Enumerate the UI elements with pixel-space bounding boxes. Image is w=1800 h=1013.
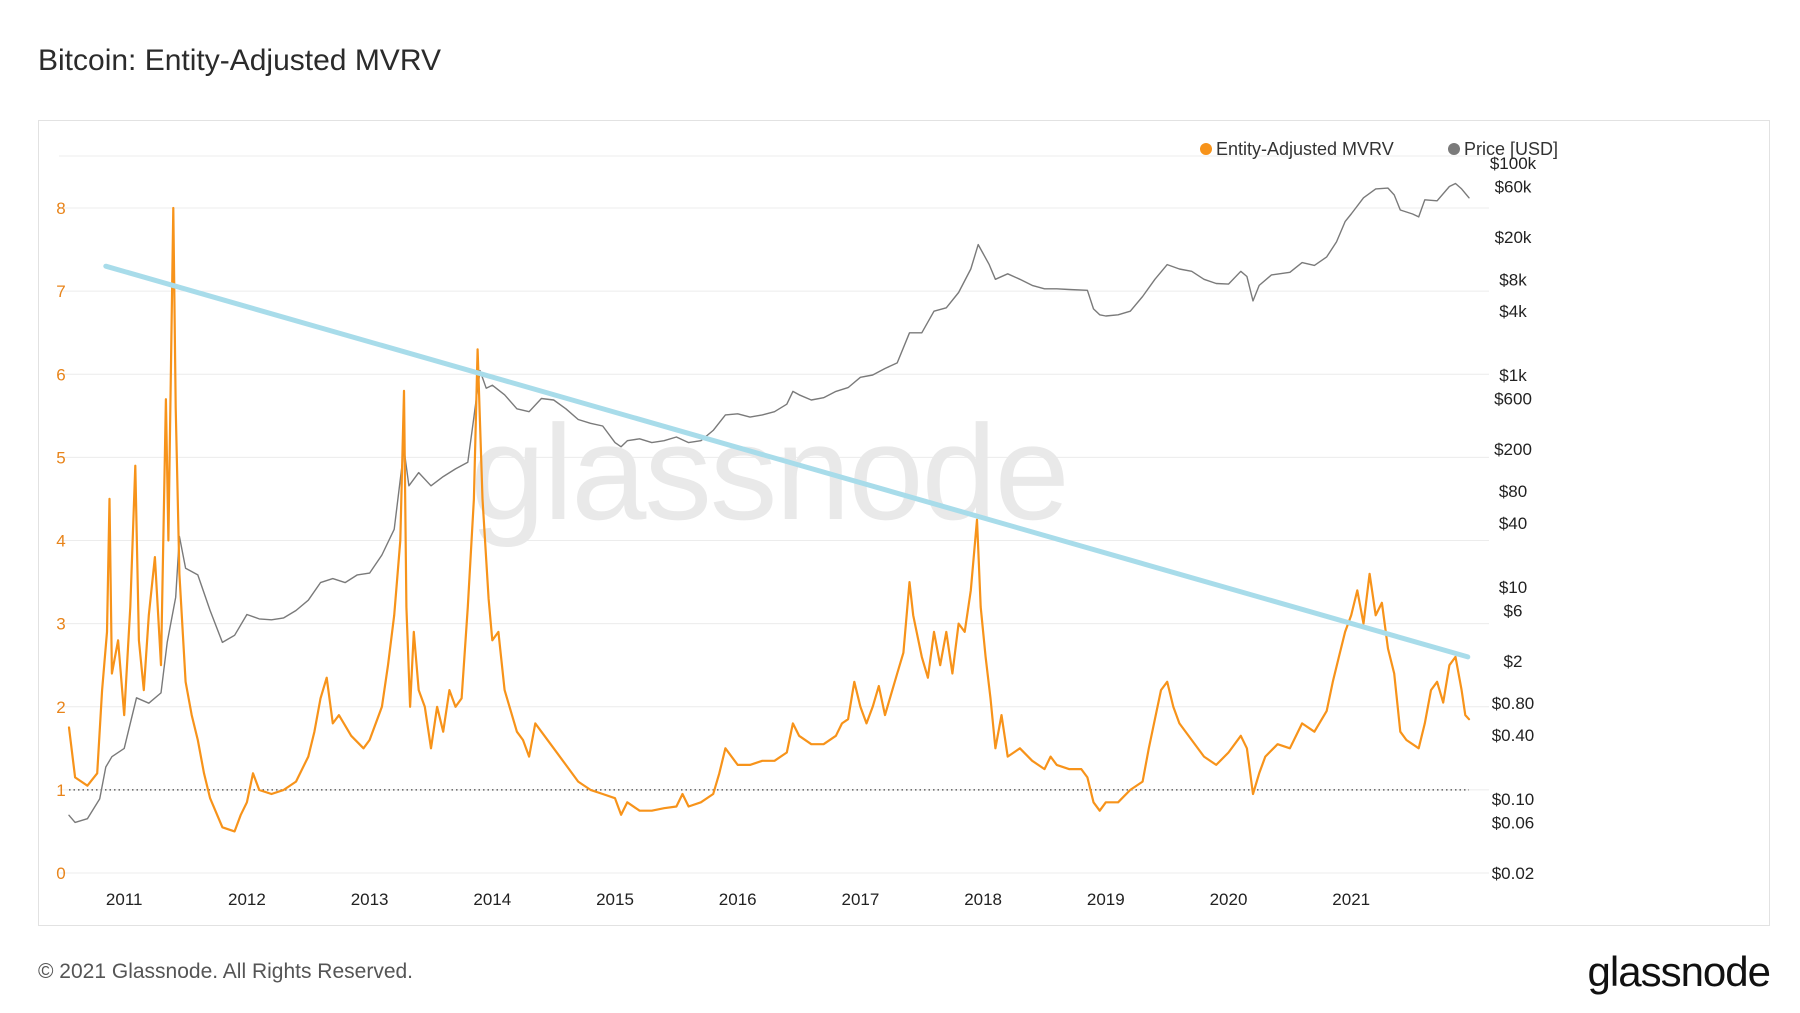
right-axis-tick-label: $1k [1499, 366, 1527, 385]
left-axis-tick-label: 3 [56, 615, 65, 634]
watermark: glassnode [470, 397, 1067, 548]
legend-marker[interactable] [1448, 143, 1460, 155]
x-axis-tick-label: 2020 [1210, 890, 1248, 909]
legend-label[interactable]: Price [USD] [1464, 139, 1558, 159]
legend[interactable]: Entity-Adjusted MVRV Price [USD] [1200, 139, 1558, 159]
right-axis-tick-label: $6 [1504, 601, 1523, 620]
x-axis-tick-label: 2015 [596, 890, 634, 909]
x-axis-ticks: 2011 2012 2013 2014 2015 2016 2017 2018 2019 2020… [106, 890, 1370, 909]
right-axis-tick-label: $600 [1494, 389, 1532, 408]
x-axis-tick-label: 2012 [228, 890, 266, 909]
footer-copyright: © 2021 Glassnode. All Rights Reserved. [38, 960, 414, 983]
legend-marker[interactable] [1200, 143, 1212, 155]
right-axis-tick-label: $0.40 [1492, 726, 1535, 745]
right-axis-tick-label: $40 [1499, 514, 1527, 533]
right-axis-tick-label: $100k [1490, 154, 1537, 173]
x-axis-tick-label: 2016 [719, 890, 757, 909]
left-axis-tick-label: 6 [56, 365, 65, 384]
legend-label[interactable]: Entity-Adjusted MVRV [1216, 139, 1394, 159]
right-axis-tick-label: $0.80 [1492, 694, 1535, 713]
series-price-usd [68, 182, 1470, 824]
left-axis-tick-label: 8 [56, 199, 65, 218]
x-axis-tick-label: 2013 [351, 890, 389, 909]
footer-logo[interactable]: glassnode [1587, 948, 1771, 995]
right-axis-tick-label: $60k [1495, 178, 1532, 197]
x-axis-tick-label: 2021 [1332, 890, 1370, 909]
right-axis-tick-label: $0.06 [1492, 813, 1535, 832]
left-axis-tick-label: 0 [56, 864, 65, 883]
left-axis-tick-label: 5 [56, 448, 65, 467]
x-axis-tick-label: 2017 [841, 890, 879, 909]
right-axis-tick-label: $80 [1499, 482, 1527, 501]
left-axis-tick-label: 4 [56, 532, 65, 551]
right-axis-tick-label: $8k [1499, 270, 1527, 289]
right-axis-tick-label: $20k [1495, 228, 1532, 247]
series-lines [67, 182, 1471, 833]
x-axis-tick-label: 2019 [1087, 890, 1125, 909]
trend-line [103, 263, 1471, 660]
x-axis-tick-label: 2018 [964, 890, 1002, 909]
page-title: Bitcoin: Entity-Adjusted MVRV [38, 44, 441, 77]
x-axis-tick-label: 2014 [473, 890, 511, 909]
right-axis-tick-label: $0.02 [1492, 864, 1535, 883]
right-axis-tick-label: $200 [1494, 440, 1532, 459]
left-axis-tick-label: 2 [56, 698, 65, 717]
right-axis-tick-label: $10 [1499, 578, 1527, 597]
right-axis-tick-label: $0.10 [1492, 790, 1535, 809]
right-axis-tick-label: $4k [1499, 302, 1527, 321]
x-axis-tick-label: 2011 [106, 890, 143, 909]
series-entity-adjusted-mvrv [67, 206, 1471, 833]
left-axis-ticks: 0 1 2 3 4 5 6 7 8 [56, 199, 65, 883]
right-axis-ticks: $100k $60k $20k $8k $4k $1k $600 $200 $80 $40 $10 $… [1490, 154, 1537, 883]
right-axis-tick-label: $2 [1504, 652, 1523, 671]
left-axis-tick-label: 7 [56, 282, 65, 301]
left-axis-tick-label: 1 [56, 781, 65, 800]
